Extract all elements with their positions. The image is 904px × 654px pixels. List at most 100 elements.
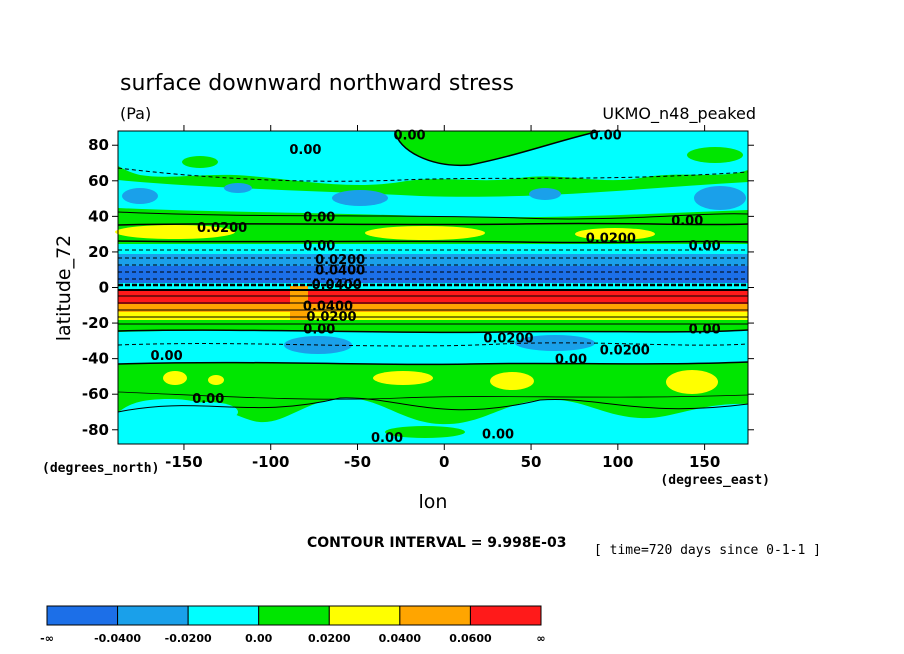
y-tick-label: -80 — [82, 421, 109, 439]
y-tick-label: 60 — [88, 172, 109, 190]
colorbar-label: 0.0600 — [449, 632, 492, 645]
region-yellow-s3 — [373, 371, 433, 385]
region-blue-n2 — [224, 183, 252, 193]
band-orange-s12 — [118, 304, 748, 312]
region-blue-n5 — [529, 188, 561, 200]
contour-line — [117, 240, 749, 244]
region-yellow-n1 — [115, 225, 235, 239]
colorbar-label: ∞ — [536, 632, 545, 645]
band-dark-blue-n8 — [118, 266, 748, 283]
colorbar-label: 0.00 — [245, 632, 272, 645]
region-cyan-s35 — [118, 330, 748, 365]
contour-interval: CONTOUR INTERVAL = 9.998E-03 — [307, 535, 566, 551]
contour-label: 0.0400 — [315, 264, 365, 279]
contour-line — [117, 329, 749, 334]
colorbar: -∞ -0.0400 -0.0200 0.00 0.0200 0.0400 0.0600 ∞ — [40, 605, 546, 645]
contour-label: 0.00 — [303, 239, 335, 254]
contour-line — [117, 167, 749, 182]
region-yellow-s5 — [666, 370, 718, 394]
region-blue-n1 — [122, 188, 158, 204]
colorbar-swatch — [328, 605, 401, 626]
band-cyan-n20 — [118, 244, 748, 254]
contour-label: 0.0400 — [303, 299, 353, 314]
x-tick-label: -50 — [344, 453, 371, 471]
y-axis-label: latitude_72 — [53, 235, 75, 342]
colorbar-swatch — [117, 605, 189, 626]
region-green-patch-n1 — [182, 156, 218, 168]
x-tick-label: -100 — [252, 453, 290, 471]
colorbar-label: -∞ — [40, 632, 54, 645]
contour-label: 0.00 — [555, 353, 587, 368]
contour-label: 0.00 — [671, 214, 703, 229]
model-label: UKMO_n48_peaked — [602, 104, 756, 124]
contour-line — [117, 391, 749, 400]
contour-line — [117, 211, 749, 220]
region-blue-n3 — [332, 190, 388, 206]
contour-label: 0.00 — [289, 143, 321, 158]
contour-label: 0.00 — [394, 129, 426, 144]
contour-line — [117, 222, 749, 226]
contour-label: 0.0200 — [600, 344, 650, 359]
contour-label: 0.00 — [303, 322, 335, 337]
colorbar-swatch — [187, 605, 260, 626]
y-axis-unit: (degrees_north) — [42, 461, 159, 476]
colorbar-swatch — [469, 605, 542, 626]
contour-label: 0.00 — [151, 349, 183, 364]
colorbar-label: 0.0200 — [308, 632, 351, 645]
region-yellow-n3 — [575, 228, 655, 240]
band-yellow-s16 — [118, 312, 748, 320]
y-tick-label: 80 — [88, 136, 109, 154]
region-cyan-north — [118, 131, 748, 186]
x-axis: -150 -100 -50 0 50 100 150 — [165, 125, 720, 471]
x-tick-label: -150 — [165, 453, 203, 471]
region-green-s1 — [385, 426, 465, 438]
x-tick-label: 50 — [521, 453, 542, 471]
contour-label: 0.00 — [689, 239, 721, 254]
contour-label: 0.0200 — [197, 221, 247, 236]
x-tick-label: 0 — [439, 453, 449, 471]
contour-line — [394, 130, 601, 167]
region-yellow-s1 — [163, 371, 187, 385]
colorbar-label: -0.0200 — [165, 632, 212, 645]
region-cyan-south-pole — [118, 397, 748, 444]
y-tick-label: 0 — [99, 279, 109, 297]
colorbar-label: 0.0400 — [379, 632, 422, 645]
contour-line — [117, 397, 749, 413]
x-tick-label: 150 — [689, 453, 720, 471]
contour-label: 0.00 — [689, 322, 721, 337]
x-axis-unit: (degrees_east) — [660, 473, 770, 488]
contour-label: 0.00 — [482, 427, 514, 442]
y-tick-label: -20 — [82, 314, 109, 332]
contour-label: 0.00 — [303, 210, 335, 225]
chart-units: (Pa) — [120, 104, 151, 123]
x-tick-label: 100 — [602, 453, 633, 471]
colorbar-swatch — [399, 605, 471, 626]
band-blue-n15 — [118, 254, 748, 266]
y-tick-label: -60 — [82, 385, 109, 403]
contour-label: 0.0200 — [315, 253, 365, 268]
y-tick-label: -40 — [82, 350, 109, 368]
contour-lines — [117, 130, 749, 413]
y-tick-label: 40 — [88, 207, 109, 225]
region-yellow-s2 — [208, 375, 224, 385]
region-yellow-s4 — [490, 372, 534, 390]
colorbar-label: -0.0400 — [94, 632, 141, 645]
contour-label: 0.00 — [192, 392, 224, 407]
region-green-patch-n2 — [687, 147, 743, 163]
y-axis: 80 60 40 20 0 -20 -40 -60 -80 — [82, 136, 754, 439]
contour-label: 0.00 — [371, 431, 403, 446]
x-axis-label: lon — [419, 491, 448, 513]
contour-line — [117, 361, 749, 366]
contour-label: 0.00 — [590, 129, 622, 144]
region-yellow-n2 — [365, 226, 485, 240]
contour-label: 0.0200 — [306, 310, 356, 325]
y-tick-label: 20 — [88, 243, 109, 261]
contour-label: 0.0400 — [312, 278, 362, 293]
region-cyan-n40 — [118, 180, 748, 218]
time-label: [ time=720 days since 0-1-1 ] — [594, 543, 821, 558]
colorbar-swatch — [46, 605, 119, 626]
colorbar-swatch — [258, 605, 330, 626]
